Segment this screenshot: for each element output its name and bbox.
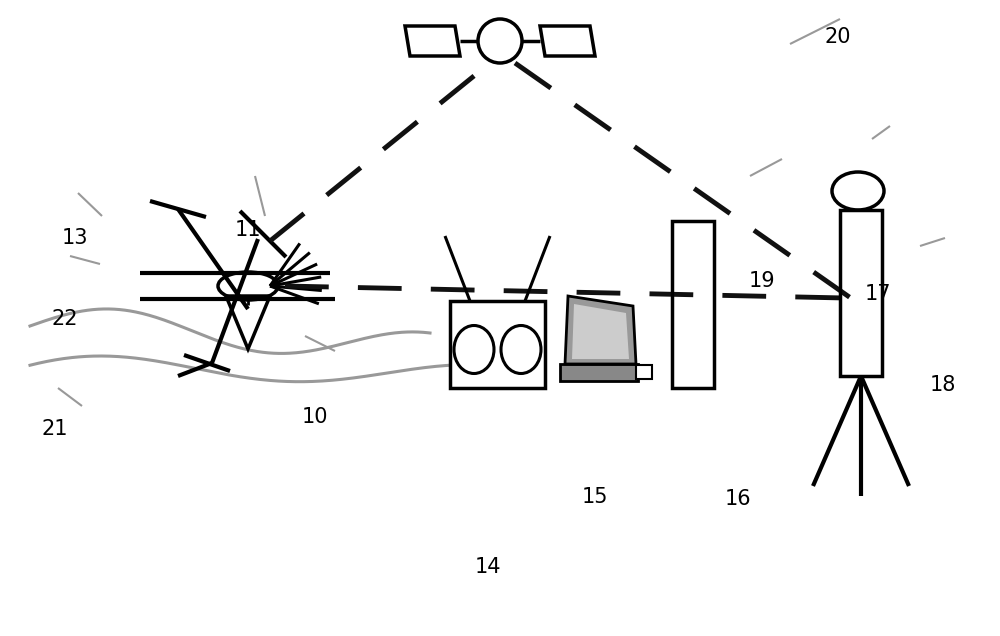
Bar — [636, 365, 652, 379]
Text: 13: 13 — [62, 228, 88, 249]
Text: 21: 21 — [42, 419, 68, 439]
Polygon shape — [565, 296, 636, 364]
Text: 19: 19 — [749, 271, 775, 291]
Text: 16: 16 — [725, 489, 751, 509]
Bar — [840, 210, 882, 376]
Text: 14: 14 — [475, 557, 501, 577]
Text: 11: 11 — [235, 220, 261, 240]
Bar — [450, 301, 545, 388]
Text: 15: 15 — [582, 487, 608, 508]
Text: 20: 20 — [825, 27, 851, 47]
Polygon shape — [572, 304, 629, 359]
Bar — [672, 221, 714, 388]
Bar — [560, 364, 638, 381]
Text: 10: 10 — [302, 406, 328, 427]
Text: 17: 17 — [865, 284, 891, 304]
Text: 22: 22 — [52, 309, 78, 329]
Text: 18: 18 — [930, 375, 956, 395]
